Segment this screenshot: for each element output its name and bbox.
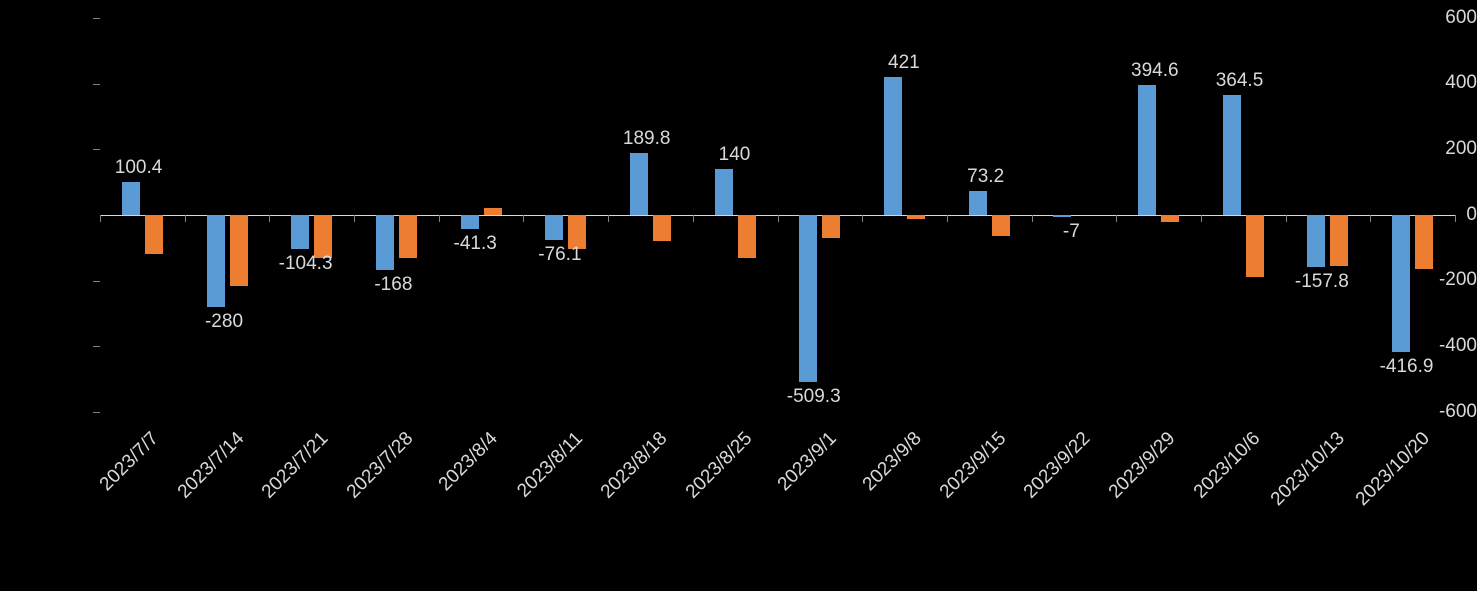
data-label: -168 [374,274,412,296]
bar-series-b [738,215,756,258]
x-tick-label: 2023/7/28 [343,428,418,503]
bar-series-b [992,215,1010,236]
data-label: -104.3 [279,253,333,275]
bar-series-b [399,215,417,258]
bar-series-a [715,169,733,215]
y-tick-label: 400 [1395,72,1477,94]
x-tick-label: 2023/8/25 [681,428,756,503]
bar-series-a [1223,95,1241,215]
bar-series-a [122,182,140,215]
x-tick-label: 2023/8/4 [435,428,503,496]
x-tick-label: 2023/9/29 [1105,428,1180,503]
data-label: -76.1 [538,244,581,266]
x-minor-tick [693,215,694,222]
y-tick-label: 600 [1395,7,1477,29]
bar-series-b [1330,215,1348,266]
x-tick-label: 2023/8/18 [597,428,672,503]
data-label: -416.9 [1380,356,1434,378]
x-minor-tick [1455,215,1456,222]
y-tick [93,18,100,19]
bar-series-b [653,215,671,241]
x-tick-label: 2023/9/1 [774,428,842,496]
x-tick-label: 2023/9/22 [1020,428,1095,503]
x-tick-label: 2023/10/6 [1190,428,1265,503]
data-label: 421 [888,52,920,74]
x-tick-label: 2023/10/13 [1267,428,1350,511]
x-minor-tick [523,215,524,222]
x-minor-tick [100,215,101,222]
data-label: -509.3 [787,386,841,408]
bar-series-b [484,208,502,215]
x-tick-label: 2023/7/21 [258,428,333,503]
data-label: 100.4 [115,157,163,179]
data-label: -157.8 [1295,271,1349,293]
x-minor-tick [1370,215,1371,222]
x-minor-tick [354,215,355,222]
y-tick [93,412,100,413]
bar-series-a [1392,215,1410,352]
x-tick-label: 2023/8/11 [513,428,587,502]
bar-series-a [630,153,648,215]
x-tick-label: 2023/10/20 [1351,428,1434,511]
x-minor-tick [269,215,270,222]
x-minor-tick [947,215,948,222]
bar-series-a [461,215,479,229]
x-minor-tick [1032,215,1033,222]
bar-series-a [969,191,987,215]
bar-series-b [1246,215,1264,277]
x-tick-label: 2023/9/8 [858,428,926,496]
x-tick-label: 2023/7/14 [173,428,248,503]
bar-series-a [799,215,817,382]
data-label: -41.3 [454,233,497,255]
x-tick-label: 2023/9/15 [935,428,1010,503]
bar-series-b [314,215,332,258]
bar-series-a [1053,215,1071,217]
x-minor-tick [862,215,863,222]
x-minor-tick [778,215,779,222]
data-label: 73.2 [967,166,1004,188]
y-tick [93,281,100,282]
x-tick-label: 2023/7/7 [96,428,164,496]
bar-chart: -600-400-2000200400600100.4-280-104.3-16… [0,0,1477,591]
data-label: 189.8 [623,128,671,150]
bar-series-a [1138,85,1156,215]
bar-series-b [145,215,163,254]
y-tick-label: -600 [1395,401,1477,423]
data-label: -7 [1063,221,1080,243]
x-minor-tick [1286,215,1287,222]
x-minor-tick [185,215,186,222]
data-label: 394.6 [1131,60,1179,82]
bar-series-b [907,215,925,219]
y-tick [93,346,100,347]
bar-series-a [884,77,902,215]
x-minor-tick [1116,215,1117,222]
bar-series-a [376,215,394,270]
data-label: -280 [205,311,243,333]
x-minor-tick [608,215,609,222]
y-tick-label: 200 [1395,138,1477,160]
bar-series-b [230,215,248,286]
bar-series-b [822,215,840,238]
x-minor-tick [1201,215,1202,222]
data-label: 364.5 [1216,70,1264,92]
bar-series-b [1161,215,1179,222]
x-minor-tick [439,215,440,222]
bar-series-a [291,215,309,249]
bar-series-a [207,215,225,307]
bar-series-b [1415,215,1433,269]
data-label: 140 [719,144,751,166]
y-tick [93,84,100,85]
bar-series-a [545,215,563,240]
y-tick [93,149,100,150]
bar-series-a [1307,215,1325,267]
